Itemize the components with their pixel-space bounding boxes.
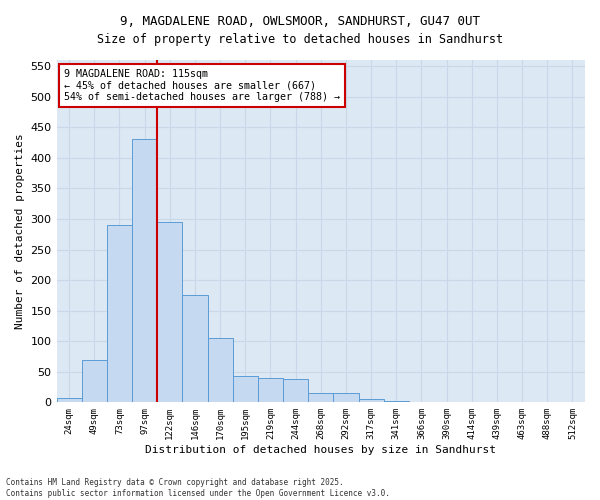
Bar <box>82 360 107 403</box>
Bar <box>283 379 308 402</box>
Bar <box>308 393 334 402</box>
Bar <box>359 400 383 402</box>
Bar <box>208 338 233 402</box>
Text: 9, MAGDALENE ROAD, OWLSMOOR, SANDHURST, GU47 0UT: 9, MAGDALENE ROAD, OWLSMOOR, SANDHURST, … <box>120 15 480 28</box>
Y-axis label: Number of detached properties: Number of detached properties <box>15 134 25 329</box>
Bar <box>233 376 258 402</box>
Bar <box>182 296 208 403</box>
Text: Size of property relative to detached houses in Sandhurst: Size of property relative to detached ho… <box>97 32 503 46</box>
Bar <box>383 401 409 402</box>
Bar <box>107 225 132 402</box>
Text: Contains HM Land Registry data © Crown copyright and database right 2025.
Contai: Contains HM Land Registry data © Crown c… <box>6 478 390 498</box>
Bar <box>132 140 157 402</box>
Bar <box>56 398 82 402</box>
Bar <box>258 378 283 402</box>
Bar <box>157 222 182 402</box>
X-axis label: Distribution of detached houses by size in Sandhurst: Distribution of detached houses by size … <box>145 445 496 455</box>
Text: 9 MAGDALENE ROAD: 115sqm
← 45% of detached houses are smaller (667)
54% of semi-: 9 MAGDALENE ROAD: 115sqm ← 45% of detach… <box>64 68 340 102</box>
Bar <box>334 393 359 402</box>
